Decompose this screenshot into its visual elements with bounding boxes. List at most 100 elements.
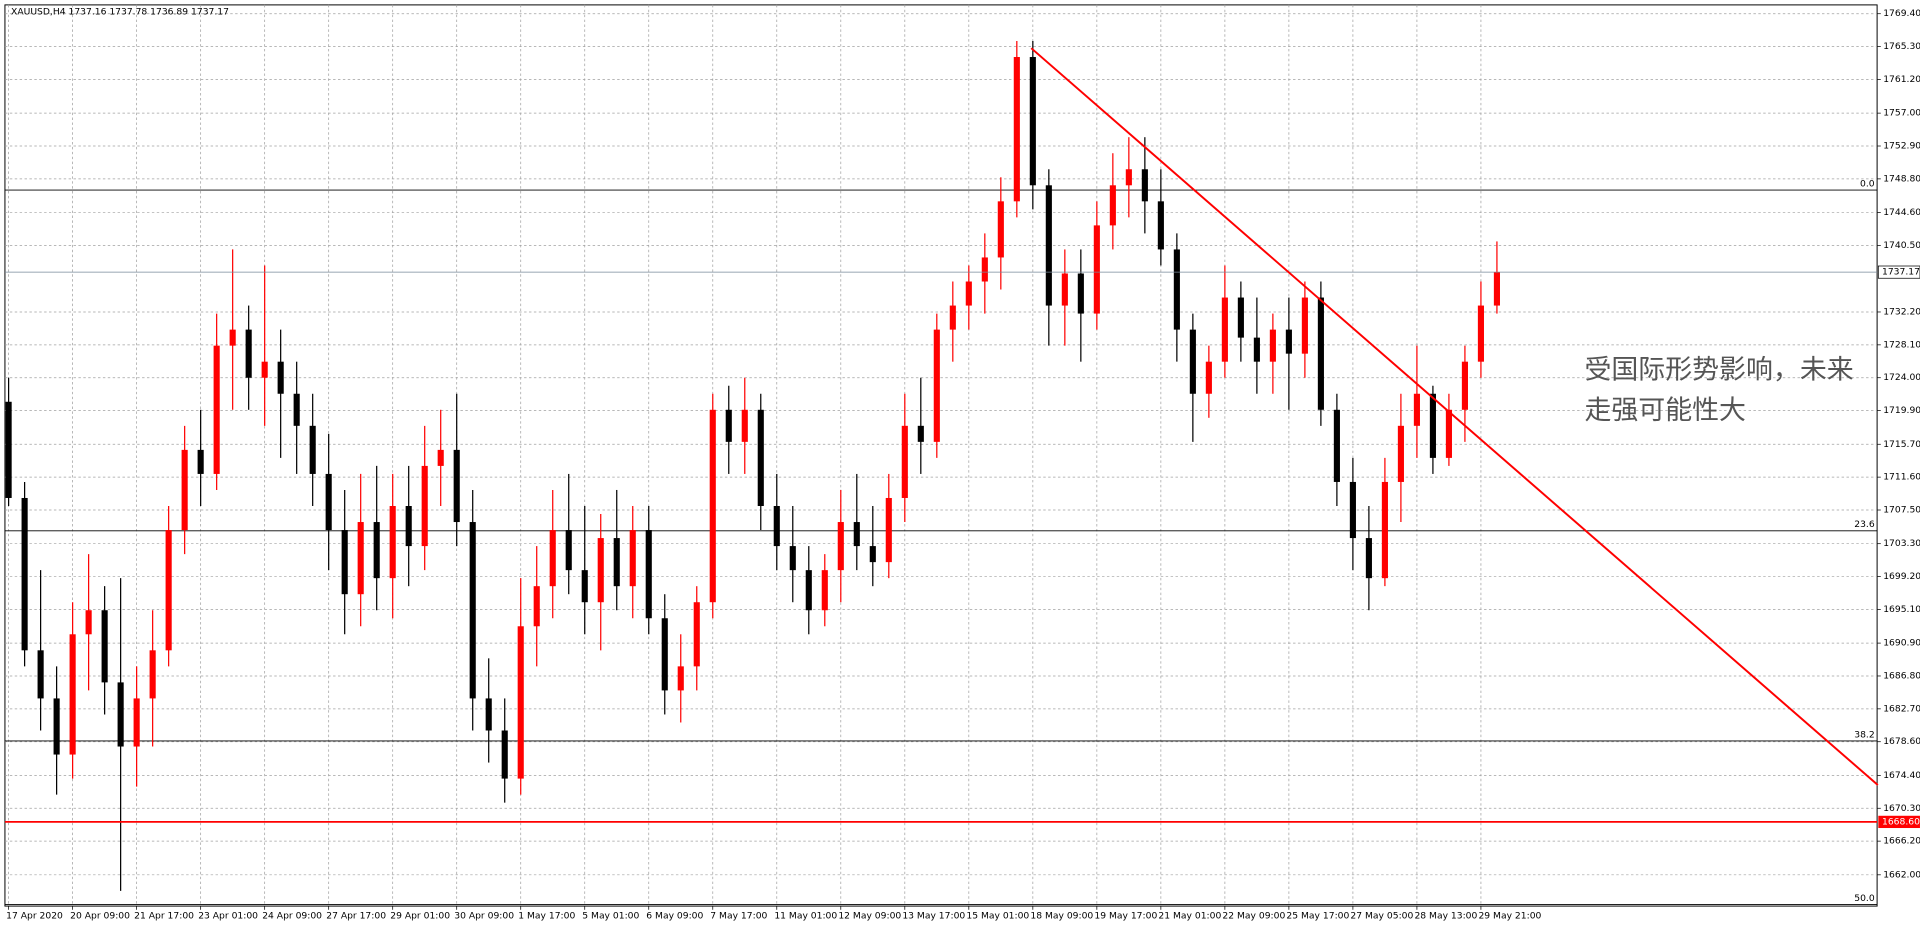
candle-body (325, 473, 332, 531)
candle-body (1349, 481, 1356, 539)
candle-body (1141, 169, 1148, 202)
candle-body (277, 361, 284, 394)
candle-body (1189, 329, 1196, 394)
candle-body (341, 530, 348, 595)
y-tick-label: 1711.60 (1883, 472, 1920, 483)
candle-body (213, 345, 220, 474)
candle-body (1093, 225, 1100, 314)
marks (4, 40, 1879, 905)
y-tick-label: 1674.40 (1883, 770, 1920, 781)
candle-body (1445, 409, 1452, 458)
candle-body (533, 586, 540, 627)
candle-body (1381, 481, 1388, 579)
candle-body (613, 538, 620, 587)
fib-label: 38.2 (1854, 729, 1874, 740)
y-tick-label: 1666.20 (1883, 836, 1920, 847)
candle-body (1397, 425, 1404, 482)
candle-body (1333, 409, 1340, 482)
candle-body (5, 401, 12, 498)
candle-body (69, 634, 76, 755)
x-tick-label: 29 May 21:00 (1478, 910, 1541, 921)
candle-body (437, 449, 444, 466)
x-tick-label: 17 Apr 2020 (6, 910, 63, 921)
y-tick-label: 1732.20 (1883, 306, 1920, 317)
annotation: 走强可能性大 (1584, 395, 1746, 426)
candle-body (565, 530, 572, 571)
candle-body (805, 570, 812, 611)
x-tick-label: 22 May 09:00 (1222, 910, 1285, 921)
candle-body (1269, 329, 1276, 362)
candle-body (773, 506, 780, 547)
y-tick-label: 1748.80 (1883, 173, 1920, 184)
x-tick-label: 27 May 05:00 (1350, 910, 1413, 921)
x-tick-label: 21 Apr 17:00 (134, 910, 194, 921)
y-tick-label: 1686.80 (1883, 670, 1920, 681)
x-tick-label: 28 May 13:00 (1414, 910, 1477, 921)
y-tick-label: 1740.50 (1883, 240, 1920, 251)
candle-body (1285, 329, 1292, 354)
y-tick-label: 1719.90 (1883, 405, 1920, 416)
y-tick-label: 1707.50 (1883, 505, 1920, 516)
candle-body (245, 329, 252, 378)
candle-body (1317, 297, 1324, 410)
candle-body (1461, 361, 1468, 410)
y-tick-label: 1662.00 (1883, 869, 1920, 880)
y-tick-label: 1752.90 (1883, 141, 1920, 152)
candle-body (1077, 273, 1084, 314)
candle-body (453, 449, 460, 523)
candle-body (405, 506, 412, 547)
x-tick-label: 19 May 17:00 (1094, 910, 1157, 921)
candle-body (389, 506, 396, 579)
x-tick-label: 12 May 09:00 (838, 910, 901, 921)
candle-body (853, 522, 860, 547)
candle-body (1301, 297, 1308, 354)
x-tick-label: 20 Apr 09:00 (70, 910, 130, 921)
candle-body (1477, 305, 1484, 362)
candle-body (869, 546, 876, 563)
x-tick-label: 18 May 09:00 (1030, 910, 1093, 921)
y-tick-label: 1761.20 (1883, 74, 1920, 85)
candle-body (485, 698, 492, 731)
current-price-label: 1737.17 (1882, 267, 1920, 278)
y-tick-label: 1765.30 (1883, 41, 1920, 52)
candle-body (1205, 361, 1212, 394)
candle-body (1125, 169, 1132, 186)
candle-body (1413, 393, 1420, 426)
y-tick-label: 1715.70 (1883, 439, 1920, 450)
candle-body (661, 618, 668, 691)
candle-body (981, 257, 988, 282)
y-tick-label: 1703.30 (1883, 538, 1920, 549)
candle-body (837, 522, 844, 571)
trendline (1030, 47, 1879, 786)
x-tick-label: 23 Apr 01:00 (198, 910, 258, 921)
candle-body (517, 626, 524, 779)
candle-body (1109, 185, 1116, 226)
candle-body (1029, 57, 1036, 186)
candle-body (501, 730, 508, 779)
candle-body (549, 530, 556, 587)
y-tick-label: 1682.70 (1883, 703, 1920, 714)
x-tick-label: 11 May 01:00 (774, 910, 837, 921)
candle-body (181, 449, 188, 531)
candle-body (1013, 57, 1020, 202)
y-tick-label: 1695.10 (1883, 604, 1920, 615)
candle-body (949, 305, 956, 330)
candle-body (21, 497, 28, 651)
candle-body (1365, 538, 1372, 579)
candle-body (1045, 185, 1052, 306)
candle-body (421, 465, 428, 547)
candle-body (85, 610, 92, 635)
candle-body (885, 497, 892, 563)
y-tick-label: 1670.30 (1883, 803, 1920, 814)
x-tick-label: 13 May 17:00 (902, 910, 965, 921)
candle-body (581, 570, 588, 603)
fib-label: 50.0 (1854, 893, 1875, 904)
candle-body (597, 538, 604, 603)
candle-body (677, 666, 684, 691)
support-label: 1668.60 (1882, 816, 1920, 827)
candle-body (725, 409, 732, 442)
candle-body (1253, 337, 1260, 362)
y-tick-label: 1744.60 (1883, 207, 1920, 218)
y-tick-label: 1757.00 (1883, 108, 1920, 119)
